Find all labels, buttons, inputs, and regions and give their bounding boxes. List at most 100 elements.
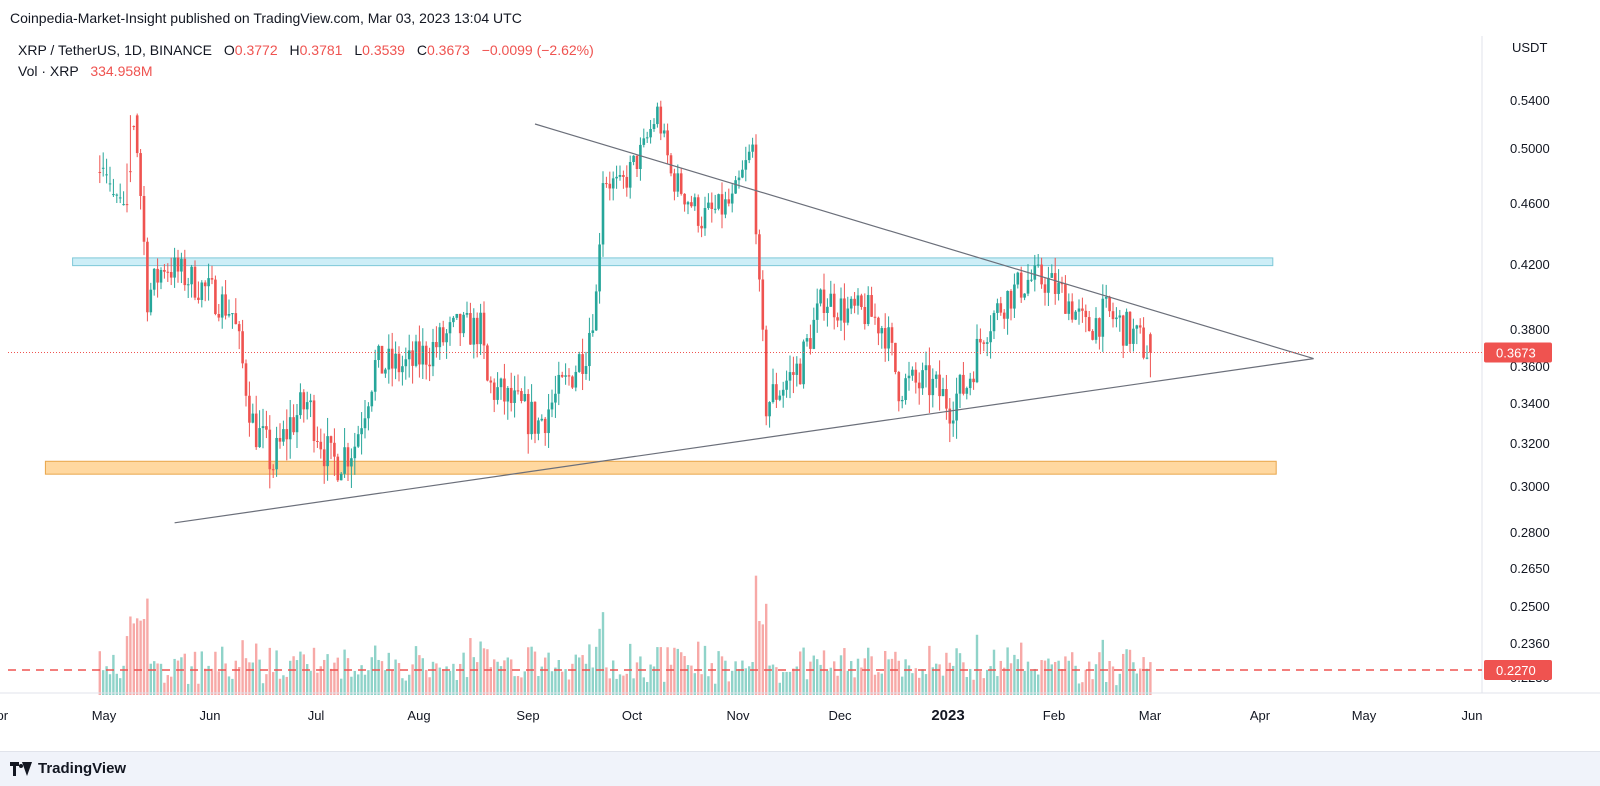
candle-body (645, 137, 649, 139)
candle-body (1138, 325, 1142, 328)
candle-body (914, 369, 918, 383)
candle-body (292, 417, 295, 433)
volume-bar (1111, 666, 1115, 695)
candle-body (890, 327, 894, 343)
volume-bar (618, 674, 622, 695)
volume-bar (986, 669, 989, 695)
candle-body (1081, 308, 1084, 311)
volume-bar (561, 671, 564, 695)
candle-body (1013, 284, 1016, 309)
candle-body (686, 202, 690, 205)
candle-body (166, 271, 170, 273)
low-value: 0.3539 (362, 42, 405, 58)
volume-bar (323, 659, 326, 695)
candle-body (877, 317, 880, 334)
candle-body (543, 418, 547, 434)
volume-bar (792, 668, 795, 695)
candle-body (795, 363, 799, 375)
candle-body (951, 420, 955, 424)
volume-bar (795, 666, 798, 695)
candle-body (401, 366, 404, 373)
volume-bar (663, 681, 666, 695)
footer-bar: TradingView (0, 751, 1600, 786)
candle-body (1026, 279, 1030, 294)
candle-body (207, 278, 210, 287)
candle-body (948, 408, 952, 424)
volume-bar (1064, 656, 1067, 695)
high-value: 0.3781 (300, 42, 343, 58)
volume-bar (697, 641, 700, 695)
volume-bar (666, 647, 669, 695)
candle-body (200, 282, 204, 300)
volume-bar (758, 621, 761, 695)
candle-body (741, 169, 744, 178)
candle-body (1016, 272, 1020, 285)
change-value: −0.0099 (−2.62%) (482, 42, 594, 58)
candle-body (326, 436, 329, 467)
candle-body (1121, 315, 1125, 346)
candle-body (261, 426, 265, 429)
volume-bar (690, 665, 693, 695)
volume-bar (299, 651, 302, 695)
volume-bar (442, 669, 445, 695)
candle-body (1074, 311, 1077, 320)
candle-body (812, 319, 816, 349)
candle-body (1087, 317, 1091, 332)
volume-bar (367, 670, 370, 695)
candlestick-chart[interactable]: USDT 0.5400 0.5000 0.4600 0.4200 0.3800 0.3600… (0, 36, 1600, 751)
volume-bar (771, 664, 775, 695)
volume-bar (571, 663, 574, 695)
candle-body (639, 144, 642, 169)
volume-bar (1009, 663, 1013, 695)
volume-bar (176, 660, 180, 695)
chart-area[interactable]: USDT 0.5400 0.5000 0.4600 0.4200 0.3800 0.3600… (0, 36, 1600, 751)
volume-bar (856, 658, 860, 695)
volume-bar (98, 651, 101, 695)
price-tick-label: 0.2360 (1510, 636, 1550, 651)
candle-body (754, 144, 758, 235)
volume-bar (547, 652, 550, 695)
volume-bar (234, 660, 237, 695)
axis-layer: USDT 0.5400 0.5000 0.4600 0.4200 0.3800 0.3600… (0, 36, 1600, 724)
candle-body (1091, 331, 1094, 340)
volume-bar (438, 667, 441, 695)
candle-body (135, 115, 139, 154)
volume-bar (244, 658, 248, 695)
candle-body (931, 378, 935, 396)
volume-bar (530, 646, 533, 695)
candle-body (666, 130, 669, 156)
candle-body (1125, 311, 1128, 346)
candle-body (659, 106, 663, 134)
volume-bar (799, 651, 802, 695)
candle-body (302, 392, 306, 410)
candle-body (673, 173, 676, 192)
volume-bar (1139, 668, 1142, 695)
candle-body (1009, 290, 1013, 309)
candle-body (618, 175, 622, 177)
price-tick-label: 0.3000 (1510, 479, 1550, 494)
volume-bar (836, 675, 839, 695)
candle-body (584, 366, 588, 374)
candle-body (241, 331, 244, 364)
candle-body (509, 387, 513, 403)
tradingview-logo[interactable]: TradingView (10, 760, 126, 777)
volume-bar (595, 646, 598, 695)
candle-body (564, 375, 567, 377)
volume-bar (700, 674, 703, 695)
candle-body (642, 138, 646, 145)
candle-body (411, 350, 414, 366)
volume-bar (149, 663, 152, 695)
volume-bar (1033, 668, 1036, 695)
volume-bar (884, 650, 887, 695)
volume-bar (435, 663, 438, 695)
volume-bar (452, 663, 455, 695)
candle-body (1098, 318, 1101, 337)
volume-bar (918, 677, 921, 695)
volume-bar (584, 663, 588, 695)
volume-bar (445, 666, 448, 695)
volume-bar (163, 682, 166, 695)
volume-bar (421, 658, 424, 695)
volume-bar (635, 662, 639, 695)
candle-body (465, 313, 469, 315)
volume-bar (139, 620, 142, 695)
